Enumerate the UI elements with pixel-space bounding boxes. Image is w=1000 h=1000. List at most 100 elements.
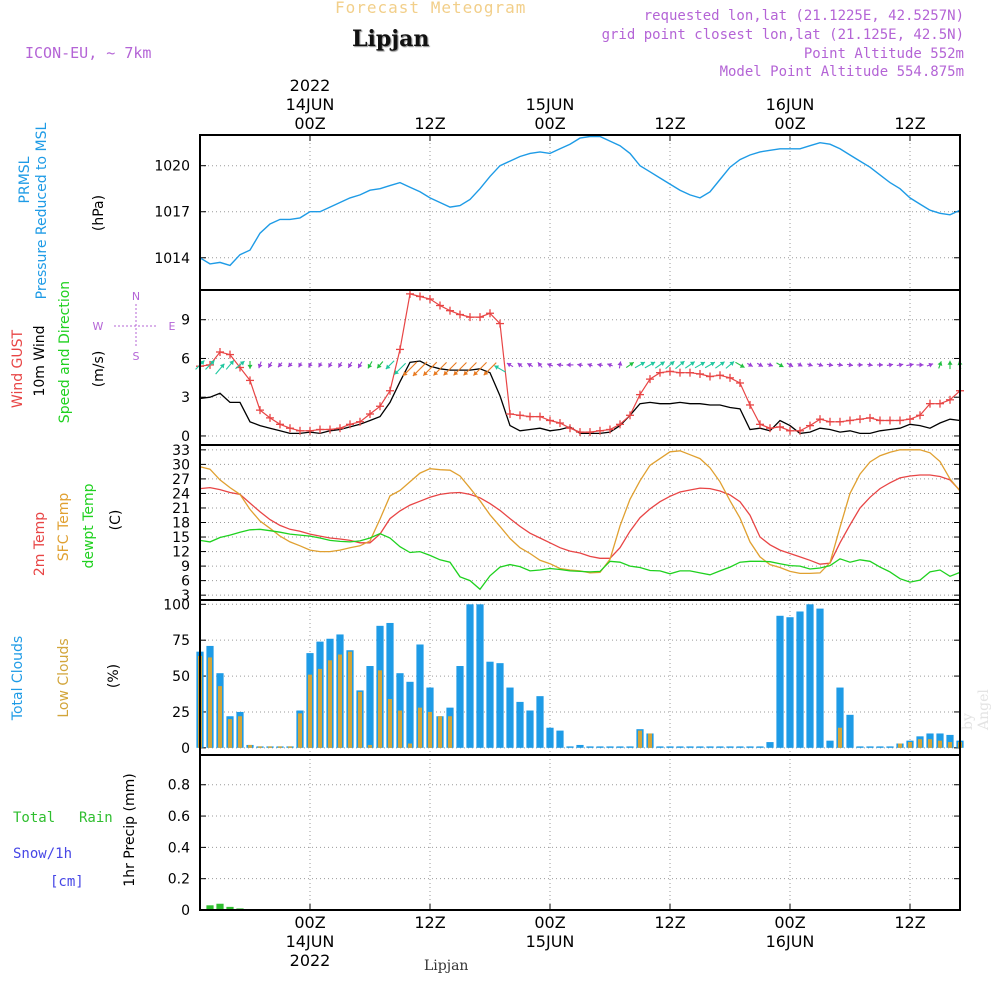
wind-direction-arrow: [393, 362, 407, 375]
gust-marker: [216, 348, 224, 356]
footer-station: Lipjan: [424, 958, 469, 974]
gust-marker: [636, 390, 644, 399]
gust-marker: [586, 428, 594, 437]
gust-marker: [556, 419, 564, 428]
wind-direction-arrow: [715, 361, 725, 369]
low-cloud-bar: [378, 670, 382, 748]
wind-direction-arrow: [675, 360, 685, 370]
y-tick-label: 6: [181, 574, 190, 590]
total-cloud-bar: [766, 742, 774, 748]
arrow-head: [629, 362, 634, 367]
low-cloud-bar: [288, 746, 292, 748]
wind-direction-arrow: [385, 360, 395, 370]
gust-marker: [736, 379, 744, 387]
y-tick-label: 0: [181, 903, 190, 919]
snow-label: Snow/1h: [13, 846, 73, 862]
gust-marker: [376, 402, 384, 411]
arrow-head: [257, 363, 263, 369]
compass-west: W: [93, 320, 104, 333]
temp-sfc-line: [199, 449, 961, 575]
panel-frame: [199, 754, 961, 911]
gust-marker: [326, 425, 334, 434]
y-tick-label: 75: [172, 633, 190, 649]
total-cloud-bar: [696, 746, 704, 748]
y-tick-label: 30: [172, 457, 190, 473]
total-cloud-bar: [486, 661, 494, 748]
gust-marker: [386, 386, 394, 395]
low-cloud-bar: [898, 743, 902, 748]
wind-direction-arrow: [225, 360, 235, 370]
total-cloud-bar: [876, 746, 884, 748]
gust-marker: [286, 424, 294, 433]
arrow-head: [858, 362, 863, 368]
arrow-head: [219, 363, 225, 369]
point-altitude: Point Altitude 552m: [803, 46, 964, 62]
gust-marker: [666, 367, 674, 376]
arrow-head: [229, 360, 234, 366]
y-tick-label: 100: [163, 597, 190, 613]
top-day-label: 16JUN: [766, 95, 815, 114]
arrow-head: [818, 362, 824, 368]
wind-direction-arrow: [846, 362, 854, 368]
total-cloud-bar: [866, 746, 874, 748]
wind-direction-arrow: [318, 362, 323, 368]
arrow-head: [700, 361, 705, 367]
wind-direction-arrow: [483, 362, 497, 376]
total-cloud-bar: [756, 746, 764, 748]
total-cloud-bar: [736, 746, 744, 748]
total-cloud-bar: [566, 746, 574, 748]
arrow-head: [506, 362, 512, 368]
compass-east: E: [169, 320, 176, 333]
total-cloud-bar: [856, 746, 864, 748]
total-cloud-bar: [596, 746, 604, 748]
y-tick-label: 18: [172, 516, 190, 532]
y-tick-label: 33: [172, 443, 190, 459]
wind-direction-arrow: [537, 362, 543, 368]
arrow-head: [412, 371, 418, 377]
total-cloud-bar: [946, 734, 954, 748]
wind-direction-arrow: [665, 360, 675, 370]
gust-marker: [946, 395, 954, 404]
gust-marker: [756, 420, 764, 429]
arrow-head: [328, 362, 333, 368]
y-tick-label: 6: [181, 351, 190, 367]
wind-direction-arrow: [725, 361, 735, 369]
arrow-head: [209, 360, 215, 365]
wind-direction-arrow: [517, 362, 523, 368]
arrow-head: [288, 362, 293, 368]
arrow-head: [577, 362, 582, 368]
y-tick-label: 9: [181, 313, 190, 329]
arrow-head: [729, 361, 735, 366]
gust-marker: [486, 309, 494, 318]
model-point-altitude: Model Point Altitude 554.875m: [719, 64, 964, 80]
wind-direction-arrow: [816, 362, 824, 368]
wind-direction-arrow: [694, 361, 706, 369]
arrow-head: [494, 365, 500, 370]
low-cloud-bar: [438, 716, 442, 748]
wind-direction-arrow: [807, 362, 813, 367]
gust-marker: [796, 426, 804, 435]
wind-direction-arrow: [597, 362, 603, 368]
rain-bar: [216, 903, 224, 910]
wind-direction-arrow: [235, 360, 245, 370]
wind-direction-arrow: [735, 361, 745, 369]
low-cloud-bar: [318, 668, 322, 748]
top-hour-label: 12Z: [654, 114, 685, 133]
bottom-day-label: 16JUN: [766, 932, 815, 951]
arrow-head: [385, 364, 391, 370]
arrow-head: [537, 362, 543, 368]
arrow-head: [338, 362, 343, 368]
y-tick-label: 0.4: [168, 840, 190, 856]
gust-marker: [466, 313, 474, 322]
arrow-head: [402, 371, 408, 376]
gust-marker: [296, 426, 304, 435]
gust-marker: [906, 415, 914, 424]
wind-direction-arrow: [704, 361, 716, 369]
y-tick-label: 25: [172, 705, 190, 721]
arrow-head: [848, 362, 853, 368]
total-rain-label-rain: Rain: [79, 810, 113, 826]
temp-2m-line: [199, 474, 961, 565]
arrow-head: [808, 362, 813, 367]
total-cloud-bar: [886, 746, 894, 748]
